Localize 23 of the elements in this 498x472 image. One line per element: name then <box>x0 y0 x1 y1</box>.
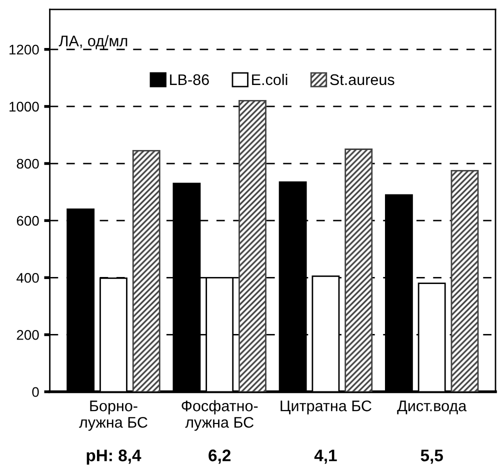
y-tick-label: 200 <box>16 330 39 340</box>
x-tick-label: Фосфатно- лужна БС <box>182 400 258 431</box>
text: 5,5 <box>420 450 443 464</box>
y-tick-label: 1000 <box>10 102 39 112</box>
bar <box>450 170 479 392</box>
text: pH: 8,4 <box>86 450 142 465</box>
text: 6,2 <box>208 450 231 464</box>
y-tick-label: 0 <box>32 387 39 397</box>
x-tick-label: Дист.вода <box>397 400 467 414</box>
bar <box>344 148 373 392</box>
y-axis-title: ЛА, од/мл <box>58 35 128 50</box>
bar <box>132 150 160 392</box>
y-tick-label: 1200 <box>10 44 39 55</box>
bar <box>238 100 266 392</box>
y-tick-label: 400 <box>16 272 39 283</box>
legend-label: LB-86 <box>170 74 209 86</box>
legend-label: St.aureus <box>330 74 394 86</box>
y-tick-label: 600 <box>16 216 39 226</box>
legend-label: E.coli <box>252 74 288 86</box>
text: 4,1 <box>314 450 337 464</box>
y-tick-label: 800 <box>16 158 39 169</box>
x-tick-label: Цитратна БС <box>280 400 372 414</box>
x-tick-label: Борно- лужна БС <box>79 400 148 431</box>
